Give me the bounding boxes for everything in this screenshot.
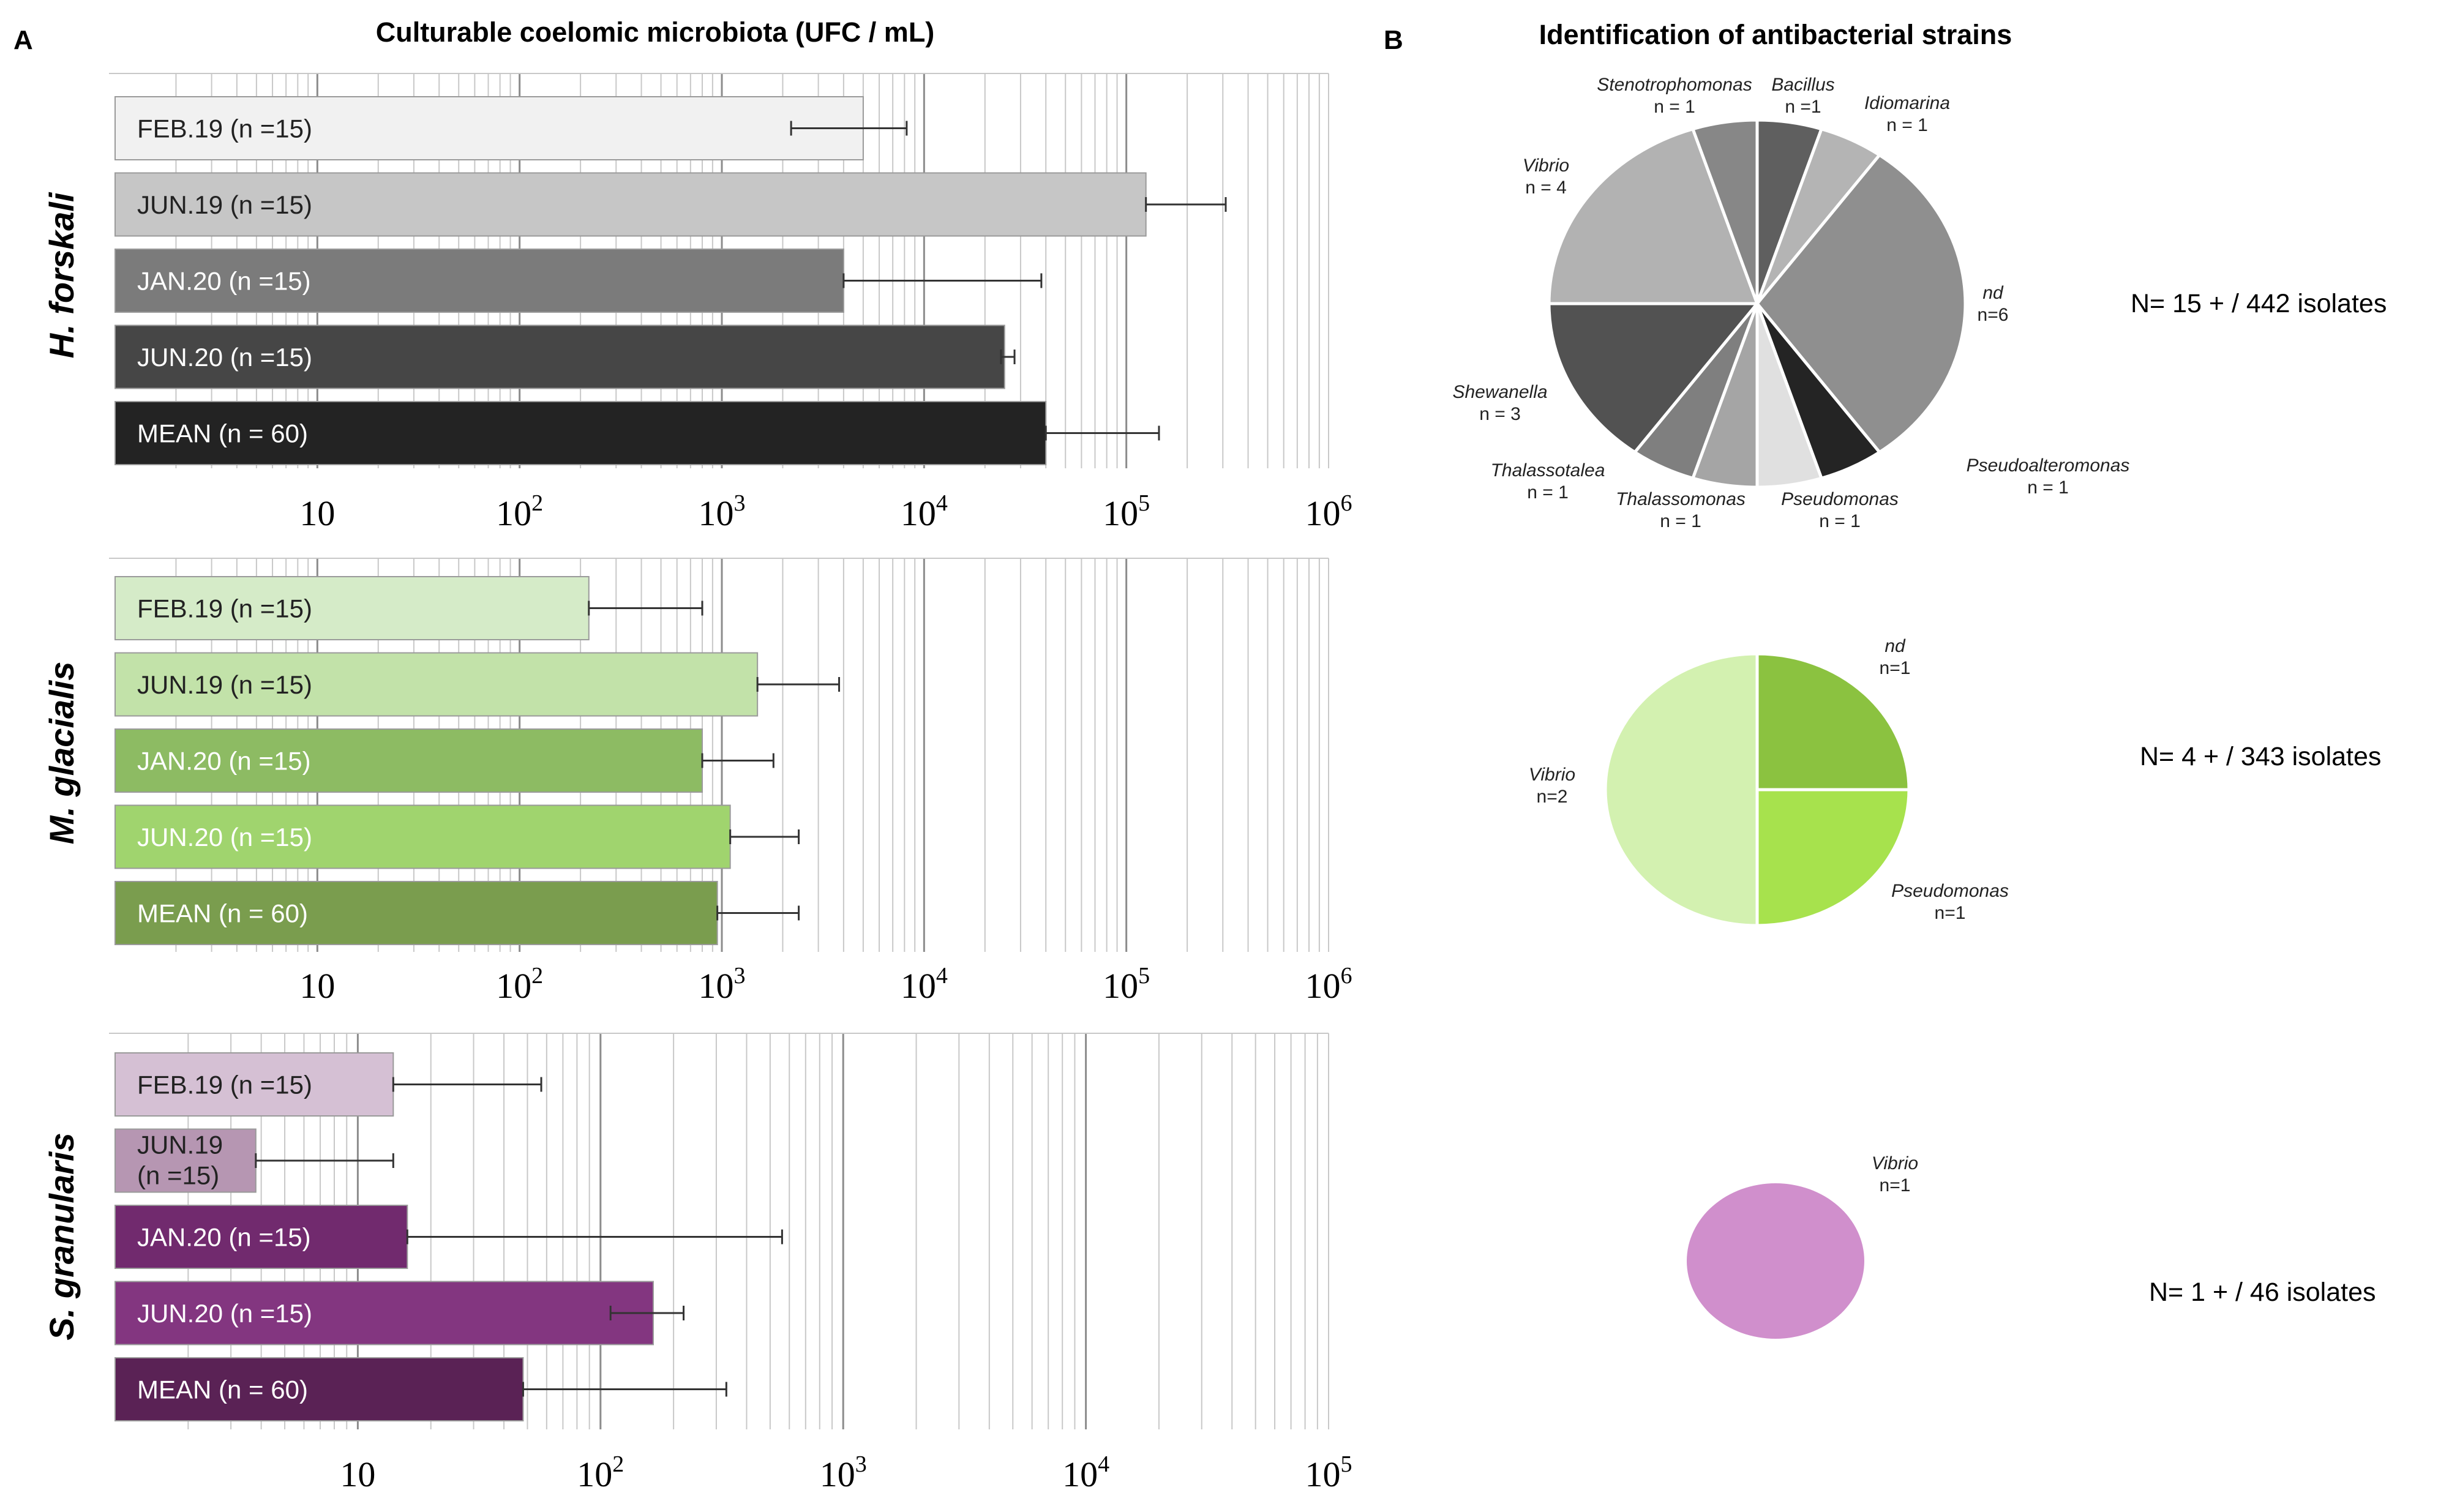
pie-slice-genus-label: Shewanella xyxy=(1452,382,1547,402)
bar-label: JAN.20 (n =15) xyxy=(137,747,311,776)
pie-slice xyxy=(1547,127,1760,305)
species-axis-label: M. glacialis xyxy=(42,662,81,845)
x-tick-label: 103 xyxy=(820,1451,867,1494)
bar-label: JUN.19 (n =15) xyxy=(137,670,312,699)
pie-slice-genus-label: Idiomarina xyxy=(1864,93,1950,113)
pie-slice xyxy=(1755,152,1967,455)
bar xyxy=(114,249,844,313)
bar xyxy=(114,804,731,869)
bar xyxy=(114,172,1147,237)
bar-label: JUN.20 (n =15) xyxy=(137,1299,312,1328)
bar-label: JUN.19 (n =15) xyxy=(137,1131,223,1190)
x-tick-label: 10 xyxy=(299,493,335,533)
pie-slice-count-label: n = 4 xyxy=(1525,178,1567,198)
x-tick-label: 102 xyxy=(577,1451,624,1494)
bar xyxy=(114,1357,524,1421)
bar xyxy=(114,1205,408,1269)
isolates-total-m-glacialis: N= 4 + / 343 isolates xyxy=(2140,742,2381,771)
pie-slice-count-label: n = 1 xyxy=(1527,482,1569,503)
pie-slice xyxy=(1603,652,1759,927)
bar-label: FEB.19 (n =15) xyxy=(137,594,312,623)
bar-label: JUN.20 (n =15) xyxy=(137,343,312,372)
bar-chart-title: Culturable coelomic microbiota (UFC / mL… xyxy=(376,17,935,48)
pie-slice-genus-label: Thalassomonas xyxy=(1616,489,1746,509)
bar-label: JAN.20 (n =15) xyxy=(137,267,311,296)
isolates-total-h-forskali: N= 15 + / 442 isolates xyxy=(2131,289,2387,318)
pie-slice-count-label: n = 1 xyxy=(1886,115,1928,135)
pie-slice xyxy=(1755,788,1911,927)
bar xyxy=(114,324,1005,389)
pie-slice-genus-label: Pseudomonas xyxy=(1891,881,2009,901)
pie-slice-count-label: n=6 xyxy=(1978,305,2009,325)
bar xyxy=(114,1128,257,1193)
pie-slice-count-label: n=1 xyxy=(1935,903,1966,923)
bar xyxy=(114,96,864,160)
pie-slice-count-label: n=1 xyxy=(1880,1175,1911,1196)
bar-label: MEAN (n = 60) xyxy=(137,1375,308,1404)
bar xyxy=(114,401,1047,465)
pie-slice-count-label: n =1 xyxy=(1785,97,1821,117)
pie-slice-count-label: n = 1 xyxy=(1654,97,1695,117)
pie-slice xyxy=(1687,1183,1864,1339)
bar xyxy=(114,1052,394,1117)
x-tick-label: 102 xyxy=(496,963,543,1006)
species-axis-label: S. granularis xyxy=(42,1132,81,1340)
bar-chart-s-granularis: S. granularis 10 102 103 104 105 FEB.19 (n =15… xyxy=(42,1033,1352,1494)
pie-slice-genus-label: Bacillus xyxy=(1771,75,1834,95)
bar xyxy=(114,576,590,640)
isolates-total-s-granularis: N= 1 + / 46 isolates xyxy=(2149,1278,2376,1307)
bar-chart-m-glacialis: M. glacialis 10 102 103 104 105 106 FEB.19 (n =… xyxy=(42,558,1352,1006)
pie-chart-title: Identification of antibacterial strains xyxy=(1539,19,2012,50)
pie-slice-genus-label: Stenotrophomonas xyxy=(1597,75,1752,95)
pie-slice-count-label: n = 1 xyxy=(2027,477,2069,498)
pie-slice xyxy=(1755,652,1911,792)
pie-slice-genus-label: Thalassotalea xyxy=(1491,460,1605,481)
panel-label-b: B xyxy=(1384,25,1403,55)
x-tick-label: 104 xyxy=(1062,1451,1109,1494)
pie-slice-count-label: n = 3 xyxy=(1479,404,1521,424)
pie-slice-count-label: n = 1 xyxy=(1819,511,1861,531)
bar-label: MEAN (n = 60) xyxy=(137,899,308,928)
bar-label: FEB.19 (n =15) xyxy=(137,1071,312,1099)
pie-slice-genus-label: nd xyxy=(1982,283,2004,303)
bar-label: JUN.19 (n =15) xyxy=(137,190,312,219)
x-tick-label: 103 xyxy=(699,490,746,533)
pie-slice-genus-label: Vibrio xyxy=(1872,1153,1918,1173)
pie-slice-genus-label: Pseudomonas xyxy=(1781,489,1899,509)
bar-label: FEB.19 (n =15) xyxy=(137,114,312,143)
x-tick-label: 10 xyxy=(340,1454,375,1494)
species-axis-label: H. forskali xyxy=(42,192,81,358)
panel-label-a: A xyxy=(13,25,33,55)
bar-label: MEAN (n = 60) xyxy=(137,419,308,448)
bar-chart-h-forskali: H. forskali 10 102 103 104 105 106 FEB.19 (n =1… xyxy=(42,73,1352,533)
bar-label: JAN.20 (n =15) xyxy=(137,1223,311,1252)
bar-label: JUN.20 (n =15) xyxy=(137,823,312,851)
bar xyxy=(114,881,718,945)
x-tick-label: 104 xyxy=(901,963,948,1006)
pie-slice-count-label: n=2 xyxy=(1537,787,1568,807)
pie-slice-count-label: n=1 xyxy=(1880,658,1911,678)
x-tick-label: 105 xyxy=(1103,490,1150,533)
pie-slice xyxy=(1690,118,1759,304)
bar xyxy=(114,728,703,793)
x-tick-label: 104 xyxy=(901,490,948,533)
x-tick-label: 106 xyxy=(1305,490,1352,533)
pie-slice-genus-label: Vibrio xyxy=(1523,155,1569,176)
x-tick-label: 105 xyxy=(1305,1451,1352,1494)
x-tick-label: 102 xyxy=(496,490,543,533)
pie-slice-count-label: n = 1 xyxy=(1660,511,1701,531)
pie-slice-genus-label: nd xyxy=(1885,636,1906,656)
pie-slice xyxy=(1547,302,1761,455)
bar xyxy=(114,652,759,717)
pie-slice-genus-label: Pseudoalteromonas xyxy=(1967,455,2130,476)
x-tick-label: 106 xyxy=(1305,963,1352,1006)
x-tick-label: 103 xyxy=(699,963,746,1006)
x-tick-label: 105 xyxy=(1103,963,1150,1006)
x-tick-label: 10 xyxy=(299,966,335,1006)
pie-slice-genus-label: Vibrio xyxy=(1529,765,1575,785)
